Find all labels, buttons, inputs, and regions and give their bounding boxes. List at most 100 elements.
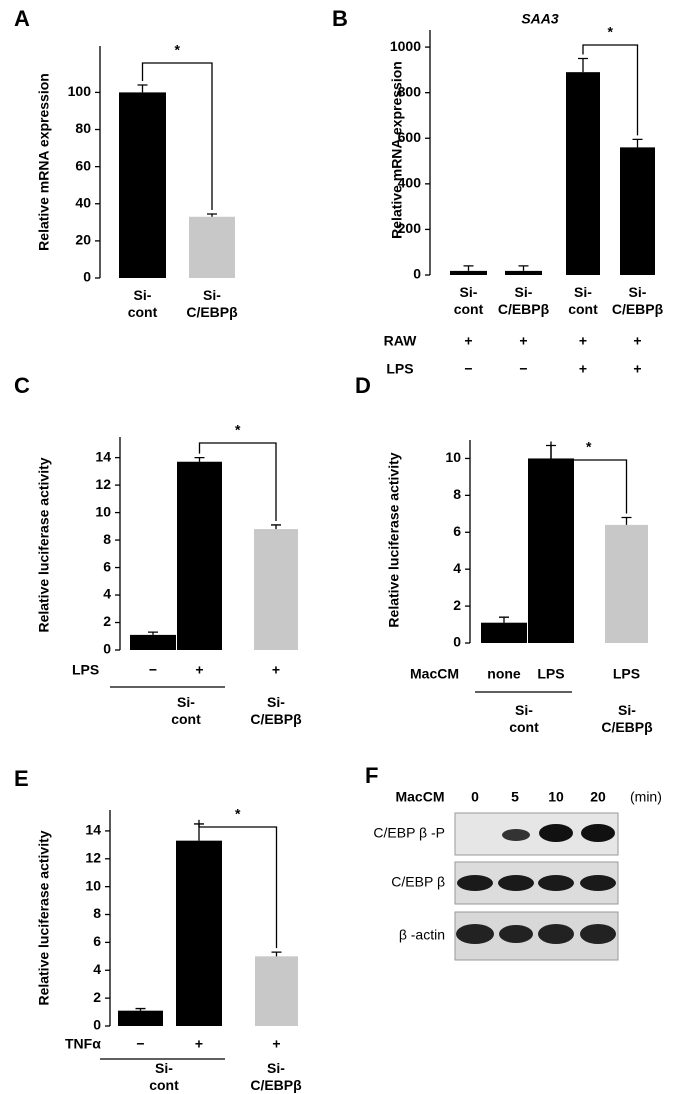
row-label: TNFα	[65, 1036, 101, 1052]
band	[457, 875, 493, 891]
panel-letter: C	[14, 373, 30, 398]
error-bar	[271, 524, 281, 530]
band	[581, 824, 615, 842]
y-tick-label: 10	[445, 449, 461, 465]
row-label: MacCM	[410, 666, 459, 682]
y-axis-label: Relative mRNA expression	[389, 61, 405, 239]
y-tick-label: 14	[85, 822, 101, 838]
y-tick-label: 20	[75, 232, 91, 248]
panel-letter: A	[14, 6, 30, 31]
significance-bracket	[198, 819, 278, 949]
bar	[566, 72, 600, 276]
y-tick-label: 80	[75, 120, 91, 136]
row-label: LPS	[72, 662, 99, 678]
significance-label: *	[235, 806, 241, 822]
significance-bracket	[550, 441, 628, 514]
y-tick-label: 0	[103, 641, 111, 657]
row-label: RAW	[384, 333, 417, 349]
y-tick-label: 14	[95, 448, 111, 464]
y-tick-label: 0	[83, 269, 91, 285]
panel-letter: E	[14, 766, 29, 791]
y-tick-label: 2	[103, 613, 111, 629]
x-tick-label: +	[195, 1036, 203, 1052]
x-tick-label: −	[149, 662, 157, 678]
row-value: +	[579, 333, 587, 349]
x-tick-label: LPS	[537, 666, 564, 682]
y-tick-label: 0	[453, 634, 461, 650]
y-tick-label: 6	[93, 933, 101, 949]
x-tick-label: Si-cont	[568, 284, 598, 317]
y-tick-label: 600	[398, 129, 422, 145]
error-bar	[621, 516, 632, 525]
bar	[189, 216, 235, 278]
y-tick-label: 200	[398, 220, 422, 236]
bar	[605, 524, 648, 643]
band	[499, 925, 533, 943]
bar	[481, 622, 527, 643]
x-tick-label: Si-C/EBPβ	[498, 284, 550, 317]
unit-label: (min)	[630, 789, 662, 805]
band	[498, 875, 534, 891]
y-axis-label: Relative luciferase activity	[36, 830, 52, 1005]
y-tick-label: 10	[95, 503, 111, 519]
y-tick-label: 800	[398, 83, 422, 99]
y-tick-label: 12	[95, 476, 111, 492]
band	[538, 875, 574, 891]
y-tick-label: 2	[93, 989, 101, 1005]
x-tick-label: Si-C/EBPβ	[186, 287, 238, 320]
y-tick-label: 12	[85, 849, 101, 865]
y-tick-label: 1000	[390, 38, 421, 54]
error-bar	[135, 1007, 146, 1011]
band	[502, 829, 530, 841]
row-value: +	[633, 333, 641, 349]
error-bar	[194, 456, 205, 462]
y-tick-label: 8	[453, 486, 461, 502]
blot-row-label: β -actin	[399, 927, 445, 943]
error-bar	[207, 213, 217, 217]
group-label: Si-cont	[149, 1060, 179, 1093]
y-tick-label: 40	[75, 194, 91, 210]
group-label: Si-C/EBPβ	[250, 1060, 302, 1093]
x-tick-label: −	[136, 1036, 144, 1052]
time-label: 10	[548, 789, 564, 805]
y-axis-label: Relative mRNA expression	[36, 73, 52, 251]
blot-panel: F MacCM 0 5 10 20 (min) C/EBP β -P C/EBP…	[365, 763, 662, 961]
y-tick-label: 6	[453, 523, 461, 539]
bar	[450, 270, 487, 275]
band	[539, 824, 573, 842]
time-label: 20	[590, 789, 606, 805]
panel-letter: B	[332, 6, 348, 31]
x-tick-label: +	[272, 1036, 280, 1052]
significance-bracket	[198, 442, 277, 521]
error-bar	[518, 265, 529, 271]
blot-row-label: C/EBP β	[391, 874, 445, 890]
y-tick-label: 0	[93, 1017, 101, 1033]
blot-row-label: C/EBP β -P	[373, 825, 445, 841]
error-bar	[271, 951, 282, 957]
group-label: Si-cont	[509, 702, 539, 735]
y-tick-label: 6	[103, 558, 111, 574]
significance-label: *	[235, 422, 241, 438]
bar	[505, 270, 542, 275]
bar	[255, 956, 298, 1026]
y-tick-label: 100	[68, 83, 92, 99]
group-label: Si-C/EBPβ	[601, 702, 653, 735]
x-tick-label: +	[195, 662, 203, 678]
row-value: −	[464, 361, 472, 377]
row-value: +	[633, 361, 641, 377]
x-tick-label: Si-C/EBPβ	[612, 284, 664, 317]
error-bar	[499, 616, 509, 623]
y-tick-label: 4	[93, 961, 101, 977]
bar	[130, 634, 176, 650]
y-tick-label: 8	[103, 531, 111, 547]
error-bar	[137, 84, 148, 93]
band	[456, 924, 494, 944]
row-value: +	[579, 361, 587, 377]
bar	[118, 1010, 163, 1026]
x-tick-label: LPS	[613, 666, 640, 682]
significance-bracket	[582, 44, 639, 136]
y-axis-label: Relative luciferase activity	[386, 452, 402, 627]
bar	[254, 529, 298, 650]
